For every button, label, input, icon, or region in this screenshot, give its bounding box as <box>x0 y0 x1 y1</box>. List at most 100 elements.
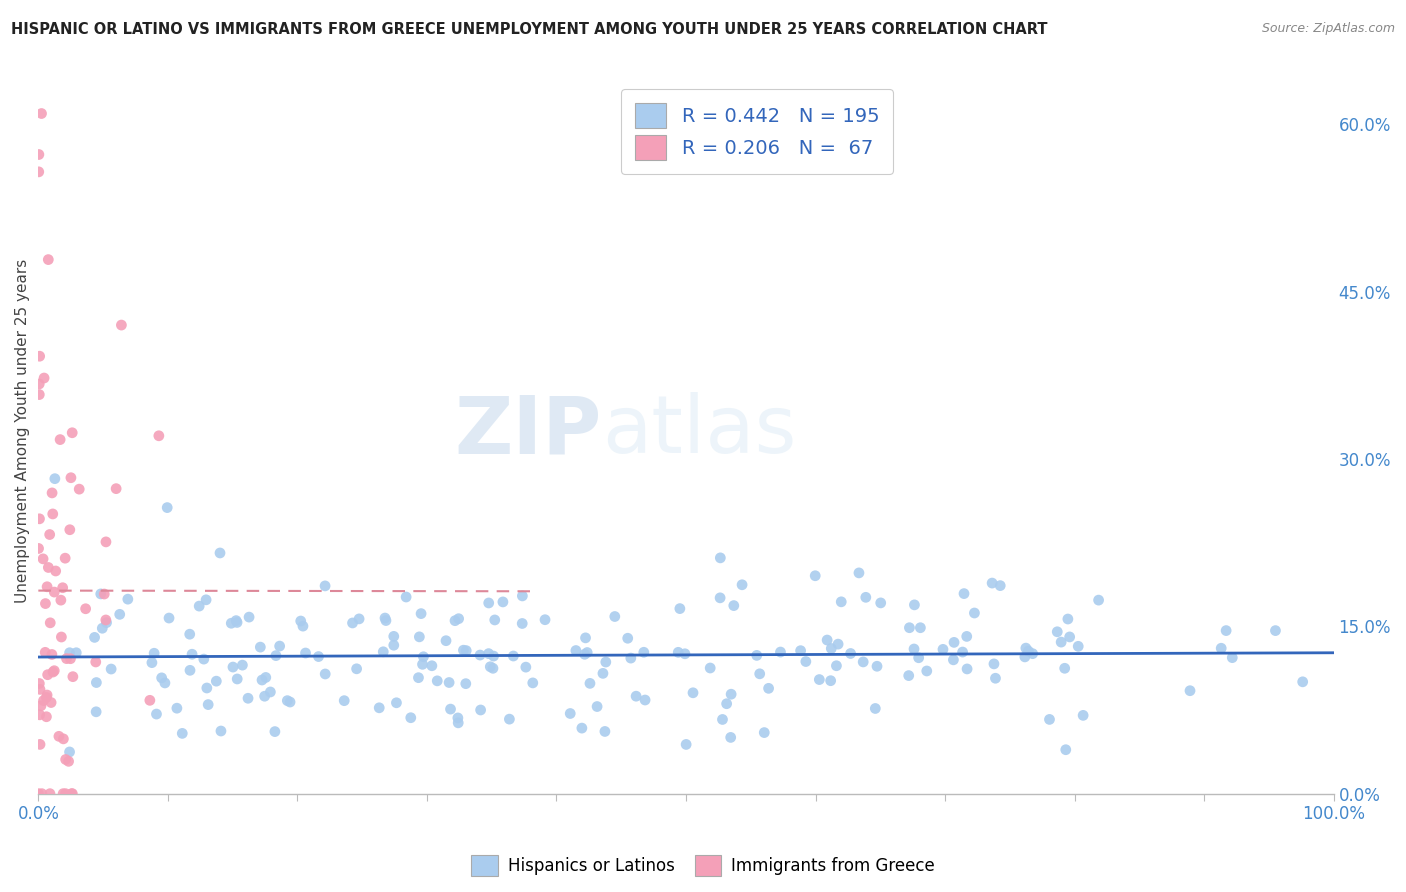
Point <box>55 752 77 766</box>
Point <box>28 387 51 401</box>
Point <box>1057 612 1080 626</box>
Point <box>956 629 979 643</box>
Point <box>60 425 83 440</box>
Point <box>447 711 470 725</box>
Point <box>49 593 72 607</box>
Point <box>148 429 170 443</box>
Point <box>44 585 66 599</box>
Point <box>250 673 273 687</box>
Point <box>65 646 87 660</box>
Point <box>492 595 515 609</box>
Point <box>731 578 754 592</box>
Point <box>897 668 920 682</box>
Point <box>55 787 77 801</box>
Text: HISPANIC OR LATINO VS IMMIGRANTS FROM GREECE UNEMPLOYMENT AMONG YOUTH UNDER 25 Y: HISPANIC OR LATINO VS IMMIGRANTS FROM GR… <box>11 22 1047 37</box>
Point <box>385 696 408 710</box>
Legend: R = 0.442   N = 195, R = 0.206   N =  67: R = 0.442 N = 195, R = 0.206 N = 67 <box>621 89 893 174</box>
Point <box>253 690 276 704</box>
Point <box>368 701 391 715</box>
Point <box>444 614 467 628</box>
Point <box>903 598 925 612</box>
Point <box>231 658 253 673</box>
Point <box>31 106 53 120</box>
Point <box>576 646 599 660</box>
Point <box>595 655 617 669</box>
Point <box>30 698 52 713</box>
Point <box>42 665 65 679</box>
Point <box>820 673 842 688</box>
Point <box>236 691 259 706</box>
Point <box>382 638 405 652</box>
Point <box>616 632 638 646</box>
Point <box>408 630 430 644</box>
Point <box>91 621 114 635</box>
Point <box>86 675 108 690</box>
Point <box>108 607 131 622</box>
Point <box>669 601 692 615</box>
Point <box>28 376 51 391</box>
Point <box>28 682 51 697</box>
Point <box>910 621 932 635</box>
Point <box>1215 624 1237 638</box>
Point <box>52 581 75 595</box>
Point <box>35 688 58 702</box>
Point <box>145 707 167 722</box>
Point <box>412 649 434 664</box>
Point <box>27 541 49 556</box>
Point <box>179 663 201 677</box>
Point <box>172 726 194 740</box>
Point <box>592 666 614 681</box>
Point <box>830 595 852 609</box>
Point <box>1220 650 1243 665</box>
Point <box>90 587 112 601</box>
Point <box>100 662 122 676</box>
Point <box>28 707 51 722</box>
Point <box>49 433 72 447</box>
Point <box>333 693 356 707</box>
Point <box>682 686 704 700</box>
Point <box>193 652 215 666</box>
Point <box>31 787 53 801</box>
Point <box>512 589 534 603</box>
Point <box>478 647 501 661</box>
Point <box>347 612 370 626</box>
Legend: Hispanics or Latinos, Immigrants from Greece: Hispanics or Latinos, Immigrants from Gr… <box>464 848 942 882</box>
Point <box>32 693 55 707</box>
Point <box>515 660 537 674</box>
Point <box>510 616 533 631</box>
Point <box>412 657 434 672</box>
Point <box>48 729 70 743</box>
Point <box>188 599 211 613</box>
Point <box>865 701 887 715</box>
Point <box>374 614 396 628</box>
Point <box>62 670 84 684</box>
Point <box>254 670 277 684</box>
Point <box>634 693 657 707</box>
Point <box>1071 708 1094 723</box>
Point <box>593 724 616 739</box>
Point <box>27 787 49 801</box>
Point <box>903 642 925 657</box>
Point <box>953 586 976 600</box>
Point <box>278 695 301 709</box>
Point <box>869 596 891 610</box>
Point <box>208 546 231 560</box>
Point <box>769 645 792 659</box>
Point <box>720 687 742 701</box>
Point <box>39 615 62 630</box>
Point <box>35 690 58 705</box>
Point <box>754 725 776 739</box>
Point <box>470 703 492 717</box>
Point <box>482 649 505 664</box>
Point <box>454 676 477 690</box>
Point <box>437 675 460 690</box>
Point <box>565 643 588 657</box>
Point <box>673 647 696 661</box>
Point <box>952 645 974 659</box>
Point <box>1014 649 1036 664</box>
Point <box>666 645 689 659</box>
Point <box>748 666 770 681</box>
Point <box>58 755 80 769</box>
Point <box>45 564 67 578</box>
Point <box>408 671 430 685</box>
